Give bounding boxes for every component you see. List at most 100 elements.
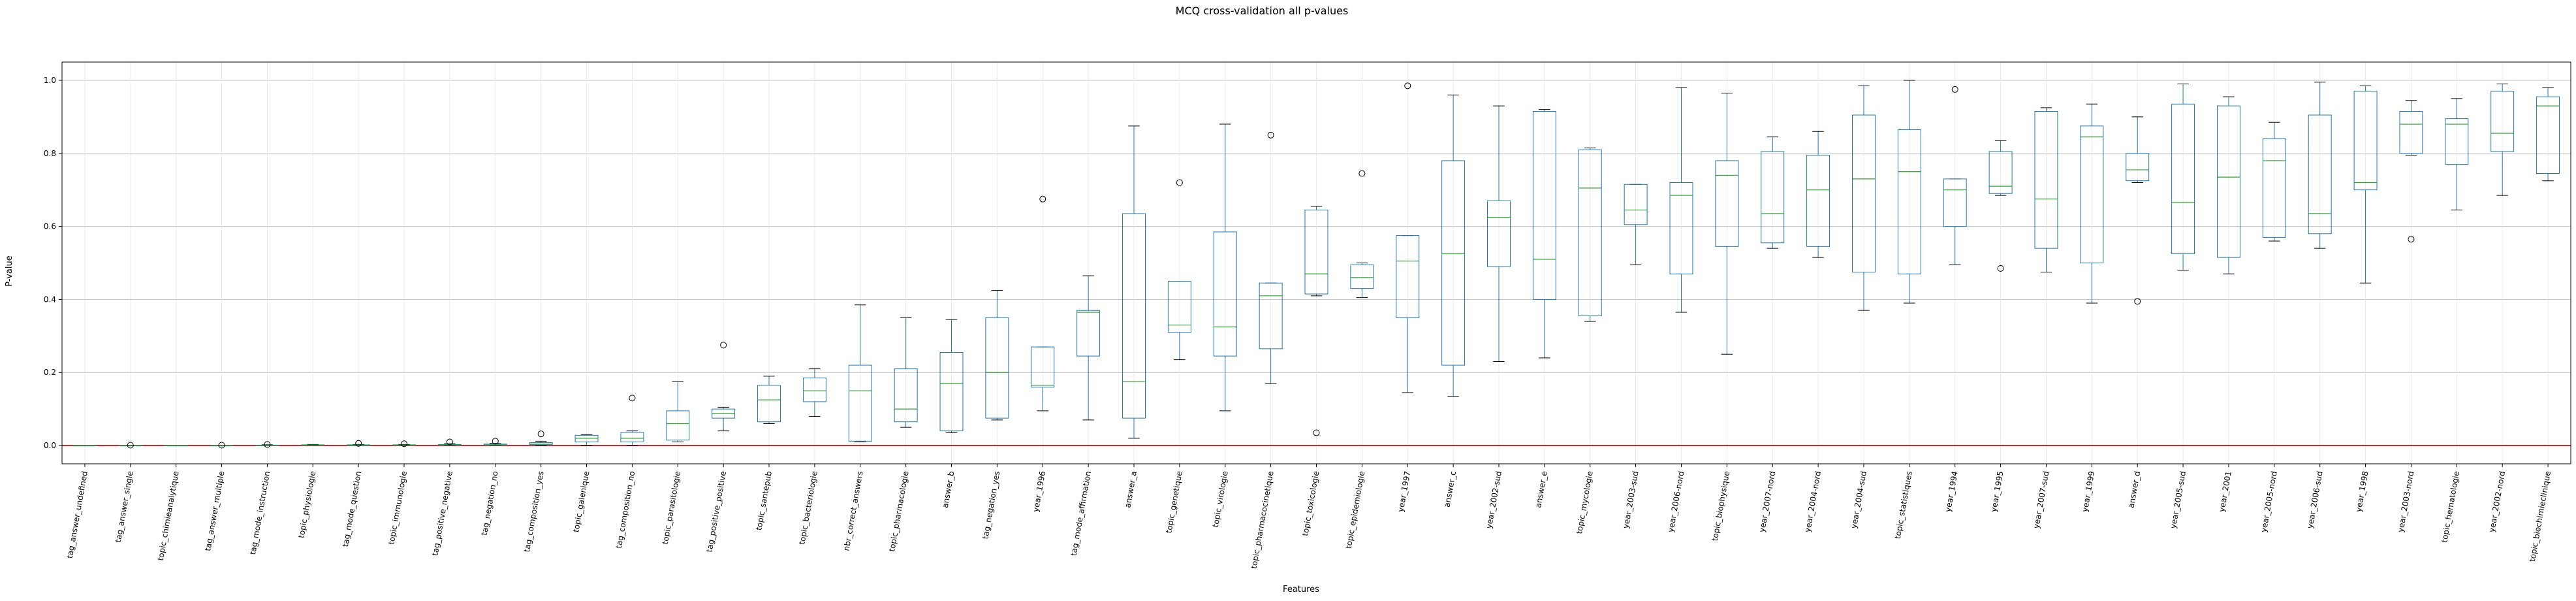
x-tick-label: year_2004-nord: [1803, 470, 1823, 533]
box-iqr: [1304, 209, 1328, 295]
x-tick-label: year_2006-sud: [2305, 470, 2324, 529]
outlier-point: [1951, 86, 1958, 93]
x-tick-label: topic_mycologie: [1575, 470, 1595, 534]
x-tick-label: tag_mode_question: [341, 470, 363, 547]
box-iqr: [1988, 151, 2013, 194]
box-group: [1396, 82, 1420, 393]
outlier-point: [1997, 265, 2004, 272]
box-group: [2353, 85, 2378, 284]
y-tick-label: 0.4: [44, 295, 56, 304]
x-tick-label: answer_c: [1443, 470, 1458, 508]
box-group: [2536, 87, 2560, 182]
x-tick-label: tag_answer_multiple: [203, 470, 226, 552]
outlier-point: [218, 442, 225, 449]
x-tick-label: tag_mode_instruction: [248, 470, 272, 555]
outlier-point: [2134, 298, 2141, 305]
x-tick-label: year_2007-sud: [2032, 470, 2050, 529]
box-iqr: [985, 317, 1009, 419]
box-group: [848, 304, 872, 442]
y-tick-label: 1.0: [44, 76, 56, 85]
box-group: [1624, 184, 1648, 265]
box-group: [529, 430, 553, 446]
outlier-point: [127, 442, 134, 449]
box-iqr: [620, 432, 644, 442]
x-tick-label: tag_negation_yes: [981, 470, 1001, 540]
box-iqr: [2399, 110, 2423, 154]
box-iqr: [2262, 138, 2286, 238]
box-group: [2490, 84, 2515, 196]
box-group: [1304, 206, 1328, 436]
box-iqr: [1943, 178, 1967, 227]
box-iqr: [2536, 96, 2560, 174]
x-tick-label: topic_bacteriologie: [797, 470, 819, 545]
outlier-point: [446, 438, 453, 446]
box-group: [2445, 98, 2469, 210]
y-tick-label: 0.8: [44, 149, 56, 158]
box-iqr: [1532, 110, 1556, 300]
y-tick-label: 0.2: [44, 368, 56, 377]
box-group: [347, 440, 371, 447]
box-group: [1761, 137, 1785, 249]
box-group: [1350, 170, 1374, 299]
box-iqr: [939, 351, 964, 432]
x-tick-label: year_2007-nord: [1757, 470, 1777, 533]
box-iqr: [1806, 155, 1830, 247]
box-group: [1167, 179, 1191, 361]
box-iqr: [2445, 118, 2469, 165]
outlier-point: [1039, 195, 1046, 203]
outlier-point: [1359, 170, 1366, 177]
box-group: [483, 438, 507, 446]
x-tick-label: year_1998: [2354, 470, 2370, 513]
box-group: [2034, 107, 2058, 272]
box-group: [894, 317, 918, 428]
x-tick-label: tag_composition_no: [614, 470, 637, 549]
x-tick-label: topic_biochimieclinique: [2528, 470, 2552, 562]
x-tick-label: topic_pharmacocinetique: [1249, 470, 1275, 570]
x-tick-label: year_2004-sud: [1849, 470, 1868, 529]
box-group: [2171, 84, 2195, 271]
x-tick-label: year_2005-sud: [2169, 470, 2188, 529]
x-tick-label: tag_mode_affirmation: [1069, 470, 1093, 557]
box-iqr: [1350, 264, 1374, 289]
x-tick-label: year_2006-nord: [1666, 470, 1686, 533]
box-iqr: [1167, 280, 1191, 333]
x-tick-label: year_1994: [1943, 470, 1960, 513]
box-iqr: [757, 385, 781, 423]
box-group: [1487, 105, 1511, 362]
outlier-point: [492, 438, 499, 445]
box-group: [1259, 131, 1283, 384]
box-group: [210, 442, 234, 449]
box-group: [437, 438, 462, 446]
outlier-point: [1404, 82, 1411, 89]
box-iqr: [1852, 114, 1876, 272]
outlier-point: [264, 441, 271, 448]
box-iqr: [1259, 282, 1283, 349]
box-group: [985, 289, 1009, 421]
box-iqr: [2308, 114, 2332, 235]
box-iqr: [848, 365, 872, 442]
box-group: [2399, 100, 2423, 243]
y-tick-label: 0.0: [44, 441, 56, 450]
x-tick-label: topic_physiologie: [296, 470, 317, 539]
x-tick-label: topic_hematologie: [2440, 470, 2461, 543]
x-tick-label: answer_e: [1533, 470, 1549, 508]
box-iqr: [1396, 235, 1420, 318]
x-tick-label: year_1999: [2081, 470, 2097, 513]
x-tick-label: year_2003-nord: [2396, 470, 2415, 533]
box-layer: [72, 80, 2560, 449]
box-iqr: [2490, 91, 2515, 152]
box-iqr: [2216, 105, 2240, 258]
y-axis: 0.0 0.2 0.4 0.6 0.8 1.0: [44, 76, 62, 450]
y-tick-label: 0.6: [44, 222, 56, 231]
box-group: [939, 319, 964, 433]
x-tick-label: year_2001: [2217, 470, 2233, 513]
box-group: [2262, 122, 2286, 242]
box-group: [1578, 147, 1602, 322]
x-tick-label: year_2003-sud: [1621, 470, 1640, 529]
x-tick-label: year_2005-nord: [2259, 470, 2279, 533]
box-group: [1532, 109, 1556, 359]
outlier-point: [720, 342, 727, 349]
box-iqr: [2171, 103, 2195, 255]
outlier-point: [537, 430, 544, 438]
